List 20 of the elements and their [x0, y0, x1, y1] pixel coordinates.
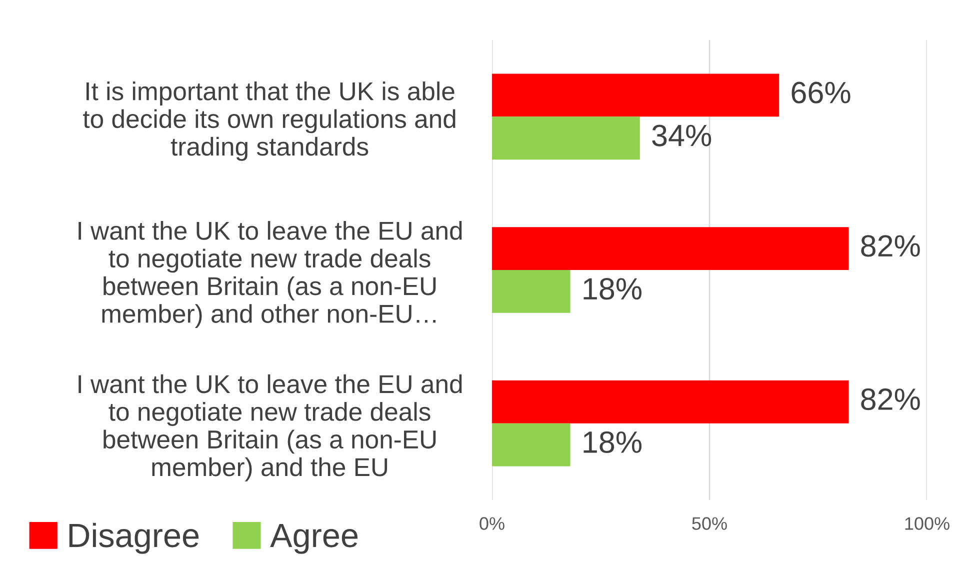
bar [492, 74, 780, 117]
y-tick-label: It is important that the UK is able to decide its own regulations and trading standards [83, 82, 456, 161]
data-label: 34% [652, 124, 712, 146]
y-tick-label: I want the UK to leave the EU and to negotiate new trade deals between Britain (as a non-EU member) and other non-EU… [78, 221, 462, 328]
x-tick-label: 50% [692, 517, 727, 530]
data-label: 66% [792, 82, 850, 104]
bar [492, 380, 849, 424]
bar [492, 116, 640, 160]
legend-label: Agree [270, 524, 358, 554]
y-tick-label: I want the UK to leave the EU and to negotiate new trade deals between Britain (as a non-EU member) and the EU [78, 374, 462, 482]
x-tick-label: 0% [480, 517, 504, 530]
bar [492, 423, 570, 466]
data-label: 18% [584, 431, 642, 453]
x-tick-label: 100% [905, 517, 950, 530]
data-label: 82% [861, 388, 920, 410]
data-label: 18% [584, 278, 642, 300]
data-label: 82% [861, 235, 920, 257]
bar [492, 270, 570, 313]
legend-label: Disagree [69, 522, 199, 554]
bar [492, 227, 849, 270]
